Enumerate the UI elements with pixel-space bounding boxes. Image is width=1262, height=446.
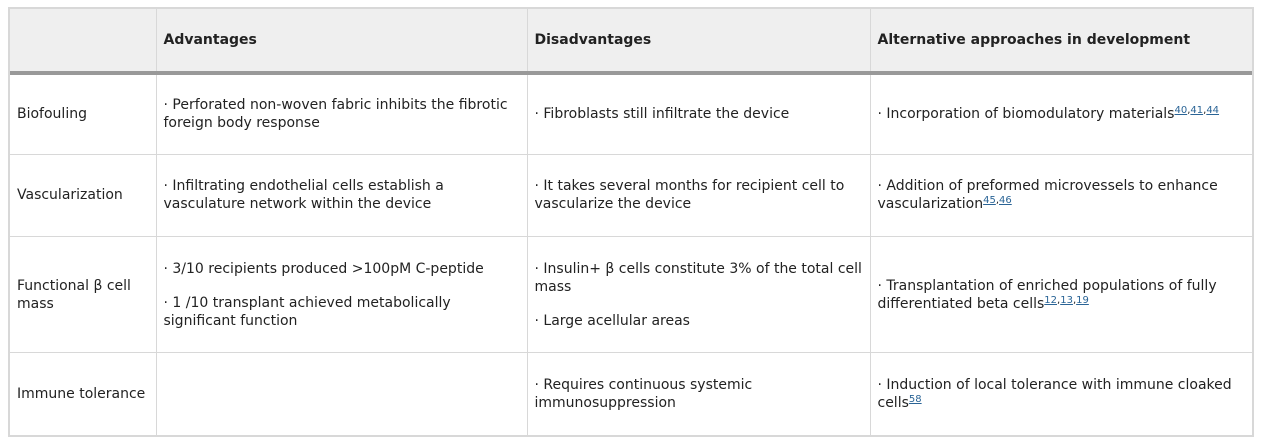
cell-item: · It takes several months for recipient … — [534, 178, 845, 213]
table-row: Biofouling · Perforated non-woven fabric … — [10, 73, 1252, 155]
reference-link[interactable]: 40 — [1174, 105, 1188, 117]
header-row: Advantages Disadvantages Alternative appro… — [10, 9, 1252, 75]
table-row: Vascularization · Infiltrating endothelia… — [10, 154, 1252, 237]
cell-item: · Addition of preformed microvessels to … — [878, 177, 1246, 213]
cell-item: · Requires continuous systemic immunosup… — [534, 377, 753, 412]
alternative-cell: · Addition of preformed microvessels to … — [870, 154, 1252, 237]
row-label: Functional β cell mass — [10, 236, 157, 354]
reference-link[interactable]: 13 — [1060, 294, 1073, 306]
references: 12,13,19 — [1044, 294, 1089, 306]
table-row: Functional β cell mass · 3/10 recipients … — [10, 236, 1252, 354]
column-header: Disadvantages — [527, 9, 871, 75]
cell-item: · Induction of local tolerance with immu… — [878, 376, 1246, 412]
references: 58 — [909, 394, 922, 405]
comparison-table: Advantages Disadvantages Alternative appro… — [10, 9, 1252, 435]
row-label: Vascularization — [10, 154, 157, 237]
references: 45,46 — [983, 195, 1012, 207]
disadvantages-cell: · It takes several months for recipient … — [527, 154, 871, 237]
reference-link[interactable]: 12 — [1044, 294, 1058, 306]
cell-text: · Transplantation of enriched population… — [877, 277, 1217, 312]
alternative-cell: · Induction of local tolerance with immu… — [870, 353, 1252, 435]
reference-link[interactable]: 41 — [1190, 105, 1204, 117]
cell-item: · 1 /10 transplant achieved metabolicall… — [163, 294, 451, 329]
table-row: Immune tolerance · Requires continuous sy… — [10, 352, 1252, 435]
reference-link[interactable]: 45 — [983, 195, 996, 207]
row-label: Immune tolerance — [10, 352, 157, 435]
cell-item: · Incorporation of biomodulatory materia… — [878, 105, 1246, 123]
cell-text: · Incorporation of biomodulatory materia… — [877, 106, 1175, 123]
column-header: Alternative approaches in development — [870, 9, 1252, 75]
reference-link[interactable]: 44 — [1206, 105, 1220, 117]
comparison-table-container: Advantages Disadvantages Alternative appro… — [8, 7, 1254, 437]
disadvantages-cell: · Requires continuous systemic immunosup… — [527, 352, 871, 435]
cell-item: · Perforated non-woven fabric inhibits t… — [163, 97, 508, 132]
reference-link[interactable]: 19 — [1076, 294, 1089, 306]
disadvantages-cell: · Fibroblasts still infiltrate the devic… — [527, 73, 871, 155]
disadvantages-cell: · Insulin+ β cells constitute 3% of the … — [527, 236, 871, 354]
cell-item: · Fibroblasts still infiltrate the devic… — [534, 106, 790, 123]
cell-text: · Induction of local tolerance with immu… — [877, 377, 1232, 412]
column-header — [10, 9, 157, 75]
advantages-cell: · 3/10 recipients produced >100pM C-pept… — [156, 236, 528, 354]
cell-item: · 3/10 recipients produced >100pM C-pept… — [163, 260, 484, 277]
advantages-cell: · Perforated non-woven fabric inhibits t… — [156, 73, 528, 155]
advantages-cell: · Infiltrating endothelial cells establi… — [156, 154, 528, 237]
cell-item: · Large acellular areas — [534, 312, 690, 329]
cell-item: · Infiltrating endothelial cells establi… — [163, 178, 444, 213]
alternative-cell: · Incorporation of biomodulatory materia… — [870, 73, 1252, 155]
row-label: Biofouling — [10, 73, 157, 155]
cell-item: · Transplantation of enriched population… — [878, 277, 1246, 313]
reference-link[interactable]: 58 — [908, 394, 922, 406]
cell-text: · Addition of preformed microvessels to … — [877, 178, 1218, 213]
references: 40,41,44 — [1174, 105, 1220, 117]
advantages-cell — [156, 352, 528, 435]
cell-item: · Insulin+ β cells constitute 3% of the … — [534, 260, 862, 295]
reference-link[interactable]: 46 — [999, 195, 1012, 207]
column-header: Advantages — [156, 9, 528, 75]
alternative-cell: · Transplantation of enriched population… — [870, 236, 1252, 354]
